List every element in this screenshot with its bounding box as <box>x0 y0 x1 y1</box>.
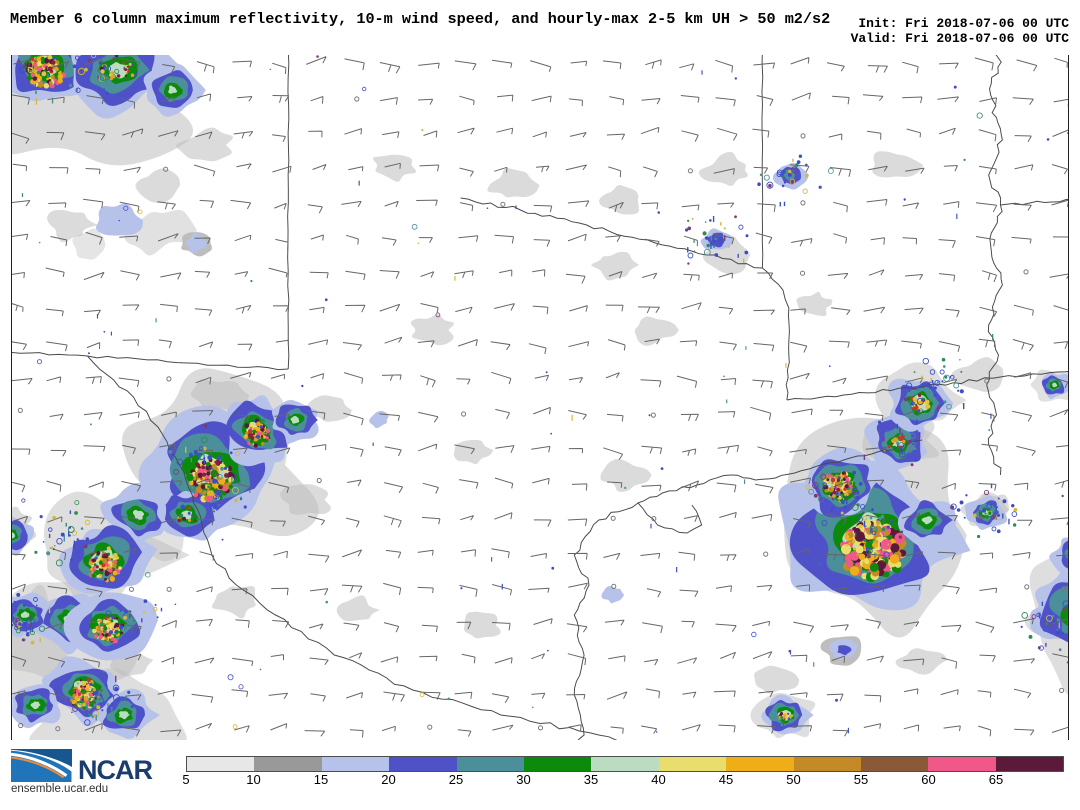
svg-text:NCAR: NCAR <box>78 755 152 785</box>
svg-text:ensemble.ucar.edu: ensemble.ucar.edu <box>11 783 108 794</box>
